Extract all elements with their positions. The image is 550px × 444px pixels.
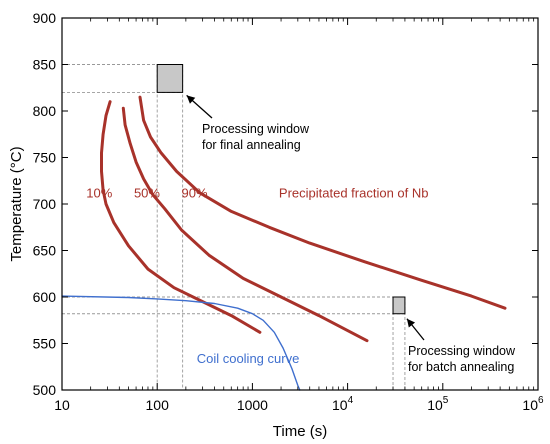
final-window-label-line1: Processing window (202, 122, 310, 136)
text-labels: 10% 50% 90% Precipitated fraction of Nb Coil… (86, 122, 516, 374)
curve-label-90pct: 90% (182, 185, 208, 200)
x-tick-label: 105 (427, 395, 449, 413)
x-axis-label: Time (s) (273, 423, 327, 440)
batch-window-arrow-head (406, 318, 416, 328)
series-layer (61, 95, 507, 391)
x-tick-label: 1000 (237, 397, 268, 413)
x-tick-label: 104 (332, 395, 354, 413)
final-annealing-window-box (156, 64, 184, 93)
coil-cooling-label: Coil cooling curve (197, 351, 300, 366)
y-tick-label: 850 (33, 57, 57, 73)
y-tick-label: 600 (33, 289, 57, 305)
batch-annealing-window-box (392, 296, 406, 315)
y-tick-label: 900 (33, 10, 57, 26)
x-tick-label: 10 (54, 397, 70, 413)
y-tick-label: 550 (33, 336, 57, 352)
precipitation-curve-90pct (138, 95, 507, 310)
x-tick-exponent: 6 (538, 395, 544, 406)
plot-frame (61, 17, 539, 391)
precipitation-curve-50pct (121, 106, 369, 343)
final-window-arrow-head (186, 95, 196, 104)
coil-cooling-curve (61, 295, 301, 391)
y-tick-label: 700 (33, 196, 57, 212)
y-axis-label: Temperature (°C) (8, 146, 25, 261)
batch-window-label-line2: for batch annealing (408, 360, 514, 374)
x-tick-label: 100 (146, 397, 170, 413)
axis-ticks: 500 550 600 650 700 750 800 850 900 10 100 1000 104 1… (33, 10, 544, 413)
x-tick-exponent: 4 (348, 395, 354, 406)
y-tick-label: 500 (33, 382, 57, 398)
x-tick-exponent: 5 (443, 395, 449, 406)
final-window-label-line2: for final annealing (202, 138, 301, 152)
y-tick-label: 750 (33, 150, 57, 166)
precipitation-curve-10pct (100, 100, 262, 334)
processing-window-boxes (156, 64, 425, 341)
curve-label-50pct: 50% (134, 185, 160, 200)
batch-window-label-line1: Processing window (408, 344, 516, 358)
dashed-guides (62, 64, 406, 390)
curve-label-10pct: 10% (86, 185, 112, 200)
y-tick-label: 800 (33, 103, 57, 119)
precipitated-fraction-label: Precipitated fraction of Nb (279, 185, 429, 200)
x-tick-label: 106 (522, 395, 544, 413)
y-tick-label: 650 (33, 243, 57, 259)
